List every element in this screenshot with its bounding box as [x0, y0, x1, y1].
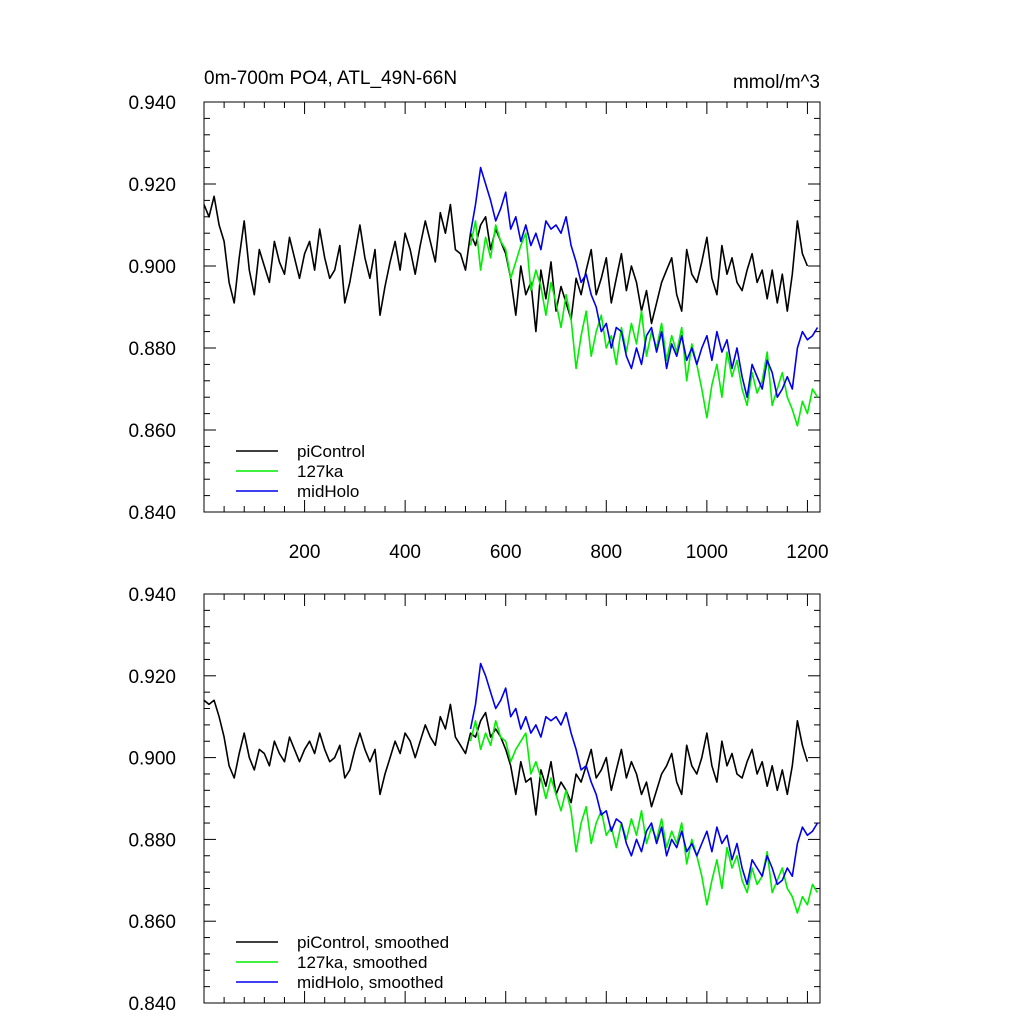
series-line-127ka	[469, 220, 819, 427]
series-line-127ka	[469, 719, 819, 914]
y-tick-label: 0.860	[128, 421, 176, 442]
legend-label: midHolo, smoothed	[297, 973, 443, 992]
plot-frame	[203, 593, 821, 1004]
legend-label: 127ka, smoothed	[297, 953, 427, 972]
chart-title: 0m-700m PO4, ATL_49N-66N	[204, 68, 457, 89]
series-line-picontrol	[203, 195, 809, 333]
legend-label: midHolo	[297, 482, 359, 501]
legend-label: 127ka	[297, 462, 344, 481]
y-tick-label: 0.920	[128, 175, 176, 196]
y-tick-label: 0.900	[128, 749, 176, 770]
y-tick-label: 0.860	[128, 912, 176, 933]
x-tick-label: 400	[389, 542, 421, 563]
x-tick-label: 200	[289, 542, 321, 563]
y-tick-label: 0.840	[128, 994, 176, 1015]
legend-label: piControl	[297, 442, 365, 461]
x-tick-label: 800	[590, 542, 622, 563]
plot-frame	[203, 101, 821, 513]
y-tick-label: 0.920	[128, 667, 176, 688]
series-line-midholo	[469, 662, 819, 886]
y-tick-label: 0.880	[128, 339, 176, 360]
units-label: mmol/m^3	[733, 72, 820, 93]
x-tick-label: 1200	[786, 542, 828, 563]
y-tick-label: 0.940	[128, 93, 176, 114]
y-tick-label: 0.900	[128, 257, 176, 278]
top-panel: 0m-700m PO4, ATL_49N-66N mmol/m^3 0.840 0…	[128, 68, 828, 563]
y-tick-label: 0.880	[128, 830, 176, 851]
legend-label: piControl, smoothed	[297, 933, 449, 952]
y-tick-label: 0.940	[128, 585, 176, 606]
y-tick-label: 0.840	[128, 503, 176, 524]
series-line-midholo	[469, 166, 819, 399]
x-tick-label: 600	[490, 542, 522, 563]
bottom-panel: 0.840 0.860 0.880 0.900 0.920 0.940 piControl,…	[128, 585, 821, 1015]
x-tick-label: 1000	[686, 542, 728, 563]
series-line-picontrol	[203, 699, 809, 816]
